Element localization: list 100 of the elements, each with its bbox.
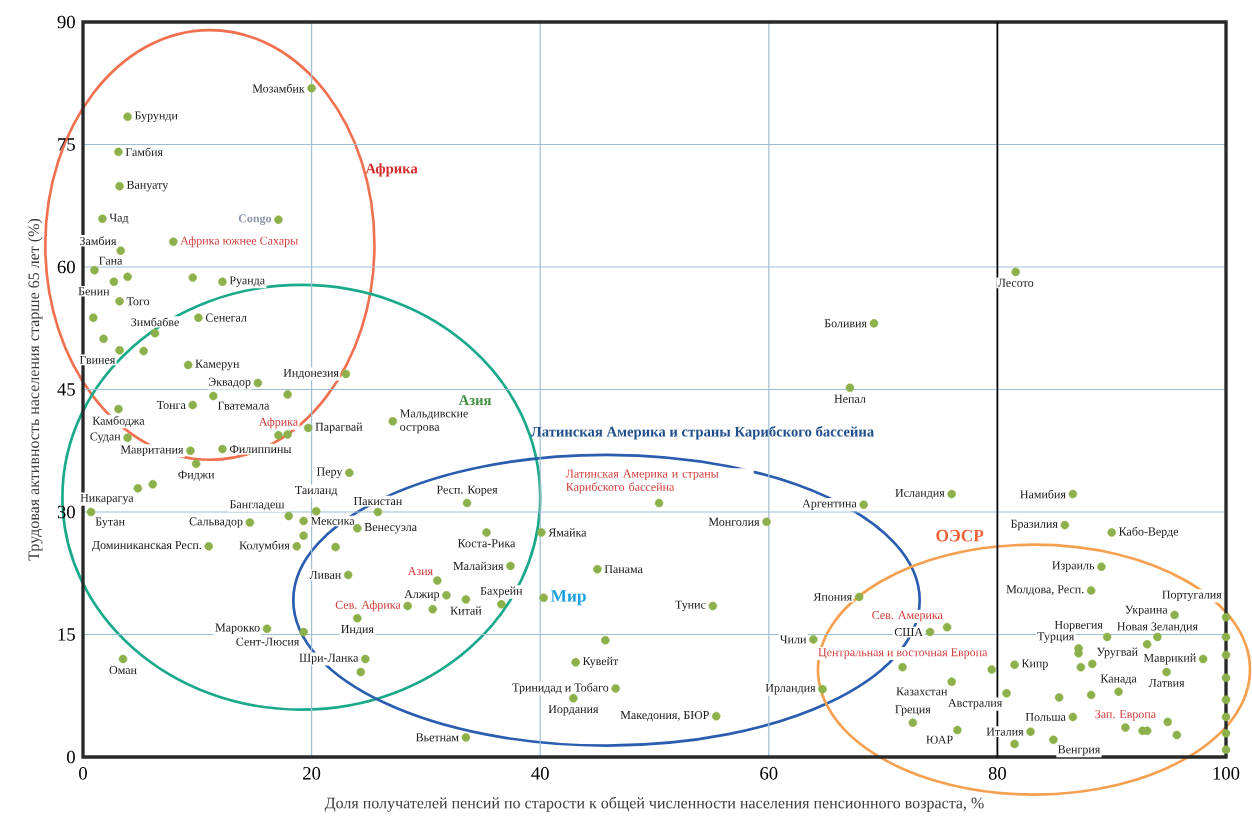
annotation: Чад	[109, 213, 129, 224]
annotation: Латинская Америка и страны Карибского бассейна	[565, 469, 719, 494]
annotation: Сев. Америка	[872, 611, 943, 622]
x-tick-label: 20	[303, 767, 321, 780]
annotation: Судан	[90, 432, 121, 443]
annotation: Камерун	[195, 359, 240, 371]
annotation: Мир	[550, 590, 586, 606]
annotation: Азия	[407, 566, 433, 576]
y-tick-label: 15	[58, 628, 75, 641]
annotation: Панама	[604, 565, 643, 574]
annotation: Гватемала	[217, 401, 270, 410]
annotation: Сент-Люсия	[236, 637, 300, 646]
annotation: Македония, БЮР	[620, 711, 709, 722]
annotation: Иордания	[548, 705, 599, 716]
x-tick-label: 100	[1213, 767, 1240, 780]
annotation: Латвия	[1148, 679, 1185, 687]
annotation: Сенегал	[205, 313, 247, 322]
annotation: Непал	[834, 394, 866, 403]
annotation: Коста-Рика	[457, 539, 516, 548]
annotation: Колумбия	[239, 540, 290, 552]
annotation: Тунис	[675, 600, 706, 612]
annotation: Монголия	[708, 517, 760, 526]
annotation: Ямайка	[548, 528, 587, 537]
annotation: Польша	[1025, 712, 1066, 721]
annotation: Зап. Европа	[1095, 710, 1156, 721]
annotation: Мальдивские острова	[400, 409, 468, 434]
annotation: Гана	[99, 256, 123, 265]
annotation: Сальвадор	[189, 517, 243, 528]
y-tick-label: 45	[57, 383, 75, 396]
y-axis-title: Трудовая активность населения старше 65 лет (%)	[27, 218, 43, 561]
x-tick-label: 60	[760, 767, 778, 780]
annotation: Венгрия	[1058, 745, 1101, 756]
annotation: Китай	[450, 606, 482, 615]
annotation: Индонезия	[283, 368, 339, 380]
annotation: Новая Зеландия	[1117, 622, 1198, 633]
annotation: Фиджи	[178, 470, 215, 481]
x-tick-label: 0	[79, 767, 87, 780]
annotation: Вануату	[126, 180, 169, 192]
annotation: Казахстан	[896, 687, 948, 696]
annotation: Бахрейн	[480, 586, 523, 598]
annotation: Сев. Африка	[335, 600, 401, 612]
annotation: Парагвай	[315, 422, 363, 434]
annotation: Тринидад и Тобаго	[512, 682, 609, 694]
annotation: Норвегия	[1054, 620, 1103, 632]
annotation: Кувейт	[582, 656, 619, 668]
annotation: ОЭСР	[936, 529, 984, 542]
annotation: Канада	[1100, 674, 1137, 685]
annotation: Мавритания	[120, 445, 184, 456]
annotation: Индия	[341, 625, 374, 636]
annotation: Кабо-Верде	[1119, 526, 1179, 538]
annotation: Греция	[895, 705, 931, 716]
annotation: Бангладеш	[229, 500, 285, 511]
annotation: Молдова, Респ.	[1006, 585, 1084, 596]
annotation: Мозамбик	[252, 83, 305, 93]
x-tick-label: 80	[988, 767, 1007, 780]
annotation: Центральная и восточная Европа	[818, 648, 988, 659]
annotation: Аргентина	[802, 499, 857, 510]
annotation: Замбия	[80, 236, 117, 246]
annotation: США	[894, 628, 923, 637]
annotation: Уругвай	[1096, 647, 1138, 659]
annotation: Чили	[779, 635, 807, 644]
annotation: Бутан	[95, 517, 125, 529]
annotation: Бенин	[78, 287, 110, 296]
annotation: Португалия	[1162, 590, 1222, 602]
annotation: Африка южнее Сахары	[180, 236, 298, 248]
annotation: Congo	[238, 214, 272, 225]
annotation: Доминиканская Респ.	[91, 541, 202, 552]
annotation: Венесуэла	[364, 523, 417, 534]
annotation: Италия	[986, 727, 1024, 736]
y-tick-label: 90	[57, 15, 75, 29]
x-tick-label: 40	[531, 767, 549, 780]
annotation: ЮАР	[926, 735, 953, 744]
annotation: Боливия	[824, 319, 867, 328]
annotation: Маврикий	[1143, 653, 1196, 665]
annotation: Турция	[1037, 632, 1075, 643]
annotation: Исландия	[895, 488, 945, 500]
annotation: Марокко	[215, 623, 260, 634]
x-axis-title: Доля получателей пенсий по старости к общей численности населения пенсионного возраста, %	[324, 796, 984, 812]
annotation: Израиль	[1052, 561, 1095, 572]
annotation: Ирландия	[765, 684, 816, 695]
annotation: Гвинея	[79, 355, 116, 364]
annotation: Намибия	[1020, 489, 1066, 499]
annotation: Кипр	[1021, 659, 1048, 670]
annotation: Бразилия	[1010, 519, 1058, 531]
annotation: Бурунди	[134, 111, 178, 122]
annotation: Гамбия	[125, 147, 163, 157]
annotation: Украина	[1125, 605, 1168, 617]
annotation: Шри-Ланка	[299, 653, 359, 665]
annotation: Никарагуа	[80, 493, 134, 505]
annotation: Латинская Америка и страны Карибского бассейна	[530, 425, 874, 440]
annotation: Мексика	[310, 516, 355, 525]
annotation: Ливан	[309, 570, 341, 579]
annotation: Эквадор	[208, 377, 251, 389]
annotation: Перу	[316, 467, 343, 479]
annotation: Австралия	[948, 698, 1003, 710]
annotation: Таиланд	[295, 486, 338, 497]
annotation: Азия	[458, 395, 492, 406]
annotation: Африка	[365, 163, 418, 177]
annotation: Респ. Корея	[436, 485, 498, 497]
annotation: Руанда	[229, 276, 265, 287]
